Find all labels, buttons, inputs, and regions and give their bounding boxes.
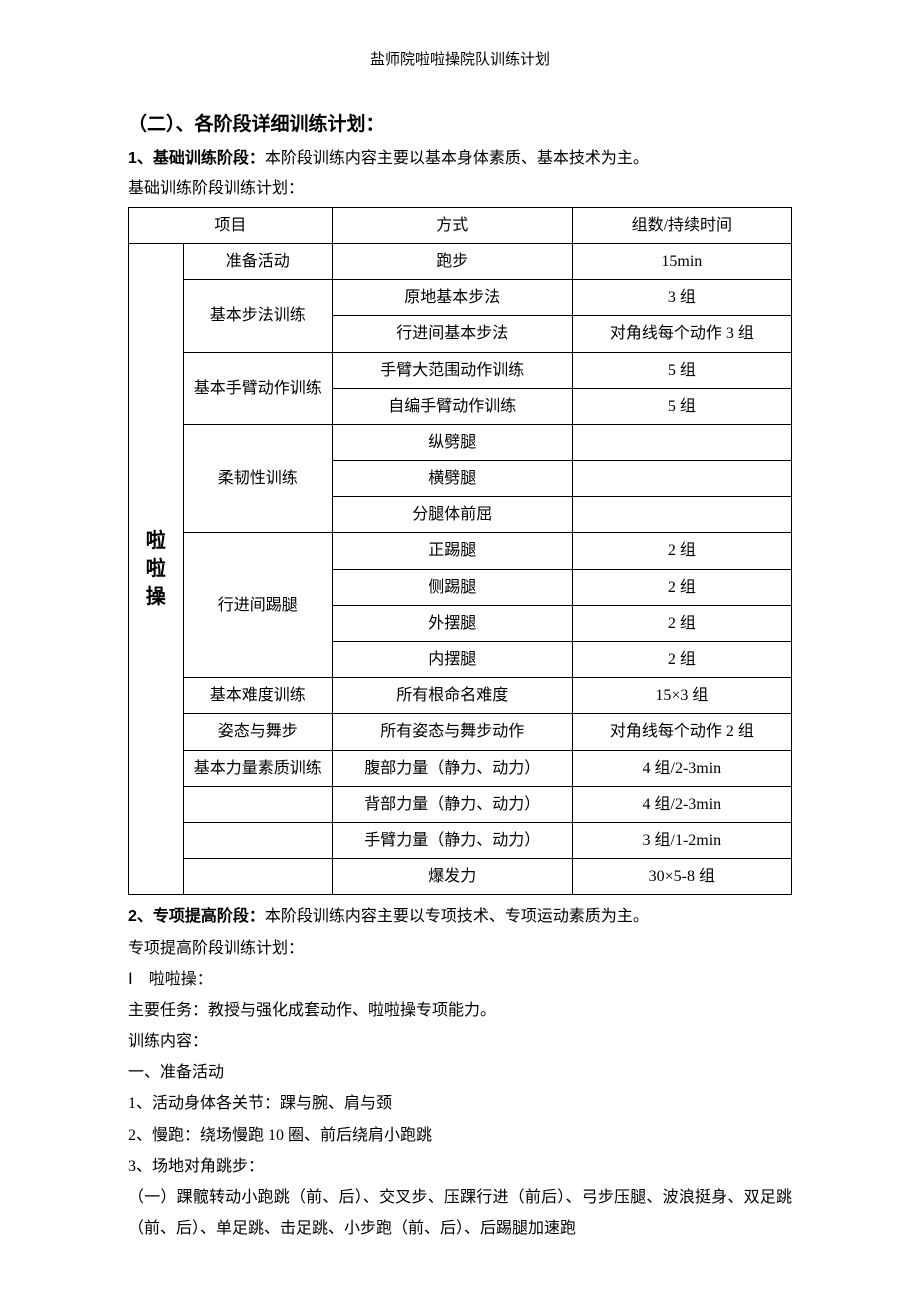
item-cell: 行进间踢腿 [183, 533, 332, 678]
stage2-content: Ⅰ 啦啦操：主要任务：教授与强化成套动作、啦啦操专项能力。训练内容：一、准备活动… [128, 964, 792, 1245]
stage1-lead: 1、基础训练阶段： [128, 150, 265, 167]
item-cell: 基本手臂动作训练 [183, 352, 332, 424]
method-cell: 所有姿态与舞步动作 [332, 714, 572, 750]
item-cell: 基本步法训练 [183, 280, 332, 352]
table-row: 基本步法训练原地基本步法3 组 [129, 280, 792, 316]
item-cell [183, 822, 332, 858]
category-cell: 啦啦操 [129, 243, 184, 894]
item-cell: 姿态与舞步 [183, 714, 332, 750]
method-cell: 行进间基本步法 [332, 316, 572, 352]
item-cell: 柔韧性训练 [183, 424, 332, 533]
item-cell: 基本难度训练 [183, 678, 332, 714]
method-cell: 横劈腿 [332, 461, 572, 497]
stage2-line: 2、慢跑：绕场慢跑 10 圈、前后绕肩小跑跳 [128, 1120, 792, 1151]
header-item: 项目 [129, 207, 333, 243]
sets-cell: 4 组/2-3min [572, 750, 791, 786]
method-cell: 爆发力 [332, 859, 572, 895]
sets-cell: 对角线每个动作 3 组 [572, 316, 791, 352]
sets-cell [572, 461, 791, 497]
method-cell: 原地基本步法 [332, 280, 572, 316]
sets-cell: 2 组 [572, 533, 791, 569]
stage2-line: 主要任务：教授与强化成套动作、啦啦操专项能力。 [128, 995, 792, 1026]
method-cell: 手臂大范围动作训练 [332, 352, 572, 388]
stage2-desc: 本阶段训练内容主要以专项技术、专项运动素质为主。 [265, 908, 649, 925]
header-sets: 组数/持续时间 [572, 207, 791, 243]
item-cell [183, 859, 332, 895]
method-cell: 手臂力量（静力、动力） [332, 822, 572, 858]
table-header-row: 项目 方式 组数/持续时间 [129, 207, 792, 243]
table-row: 姿态与舞步所有姿态与舞步动作对角线每个动作 2 组 [129, 714, 792, 750]
sets-cell: 5 组 [572, 388, 791, 424]
method-cell: 跑步 [332, 243, 572, 279]
section-title: （二）、各阶段详细训练计划： [128, 109, 792, 136]
document-header: 盐师院啦啦操院队训练计划 [128, 48, 792, 69]
stage1-desc: 本阶段训练内容主要以基本身体素质、基本技术为主。 [265, 150, 649, 167]
stage2-lead: 2、专项提高阶段： [128, 908, 265, 925]
method-cell: 纵劈腿 [332, 424, 572, 460]
table-row: 啦啦操准备活动跑步15min [129, 243, 792, 279]
method-cell: 腹部力量（静力、动力） [332, 750, 572, 786]
table-row: 基本手臂动作训练手臂大范围动作训练5 组 [129, 352, 792, 388]
method-cell: 正踢腿 [332, 533, 572, 569]
stage1-subtitle: 基础训练阶段训练计划： [128, 174, 792, 204]
sets-cell: 2 组 [572, 569, 791, 605]
category-label: 啦啦操 [135, 527, 177, 611]
sets-cell: 15×3 组 [572, 678, 791, 714]
table-row: 爆发力30×5-8 组 [129, 859, 792, 895]
sets-cell: 15min [572, 243, 791, 279]
table-row: 基本力量素质训练腹部力量（静力、动力）4 组/2-3min [129, 750, 792, 786]
method-cell: 外摆腿 [332, 605, 572, 641]
stage2-subtitle: 专项提高阶段训练计划： [128, 933, 792, 964]
stage2-line: 训练内容： [128, 1026, 792, 1057]
sets-cell: 2 组 [572, 642, 791, 678]
training-table: 项目 方式 组数/持续时间 啦啦操准备活动跑步15min基本步法训练原地基本步法… [128, 207, 792, 896]
sets-cell: 5 组 [572, 352, 791, 388]
stage1-intro: 1、基础训练阶段：本阶段训练内容主要以基本身体素质、基本技术为主。 [128, 144, 792, 174]
stage2-line: 1、活动身体各关节：踝与腕、肩与颈 [128, 1088, 792, 1119]
method-cell: 侧踢腿 [332, 569, 572, 605]
stage2-line: 一、准备活动 [128, 1057, 792, 1088]
item-cell: 准备活动 [183, 243, 332, 279]
stage2-line: （一）踝髋转动小跑跳（前、后）、交叉步、压踝行进（前后）、弓步压腿、波浪挺身、双… [128, 1182, 792, 1244]
table-row: 手臂力量（静力、动力）3 组/1-2min [129, 822, 792, 858]
sets-cell: 3 组/1-2min [572, 822, 791, 858]
method-cell: 所有根命名难度 [332, 678, 572, 714]
table-row: 行进间踢腿正踢腿2 组 [129, 533, 792, 569]
sets-cell: 3 组 [572, 280, 791, 316]
table-body: 啦啦操准备活动跑步15min基本步法训练原地基本步法3 组行进间基本步法对角线每… [129, 243, 792, 894]
table-row: 柔韧性训练纵劈腿 [129, 424, 792, 460]
header-method: 方式 [332, 207, 572, 243]
method-cell: 背部力量（静力、动力） [332, 786, 572, 822]
method-cell: 内摆腿 [332, 642, 572, 678]
stage2-intro: 2、专项提高阶段：本阶段训练内容主要以专项技术、专项运动素质为主。 [128, 901, 792, 932]
sets-cell [572, 497, 791, 533]
sets-cell: 4 组/2-3min [572, 786, 791, 822]
sets-cell: 30×5-8 组 [572, 859, 791, 895]
table-head: 项目 方式 组数/持续时间 [129, 207, 792, 243]
method-cell: 自编手臂动作训练 [332, 388, 572, 424]
item-cell [183, 786, 332, 822]
sets-cell: 对角线每个动作 2 组 [572, 714, 791, 750]
sets-cell [572, 424, 791, 460]
stage2-line: 3、场地对角跳步： [128, 1151, 792, 1182]
sets-cell: 2 组 [572, 605, 791, 641]
item-cell: 基本力量素质训练 [183, 750, 332, 786]
table-row: 基本难度训练所有根命名难度15×3 组 [129, 678, 792, 714]
method-cell: 分腿体前屈 [332, 497, 572, 533]
table-row: 背部力量（静力、动力）4 组/2-3min [129, 786, 792, 822]
document-page: 盐师院啦啦操院队训练计划 （二）、各阶段详细训练计划： 1、基础训练阶段：本阶段… [0, 0, 920, 1304]
stage2-line: Ⅰ 啦啦操： [128, 964, 792, 995]
